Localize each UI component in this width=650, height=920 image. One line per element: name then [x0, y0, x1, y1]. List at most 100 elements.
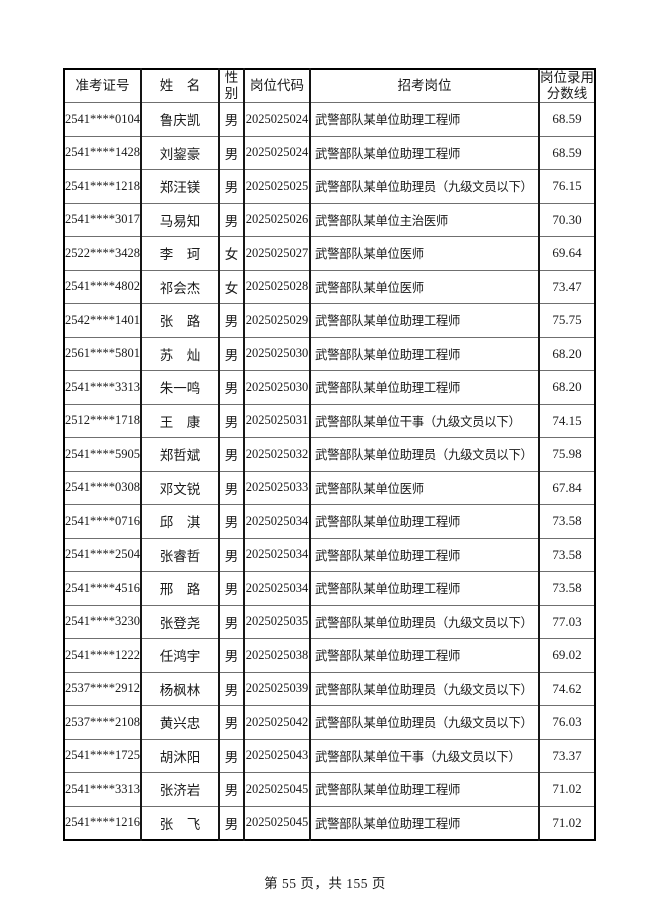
- table-row: 2541****3313 朱一鸣男 2025025030 武警部队某单位助理工程师 68…: [64, 370, 595, 404]
- cell-job-title: 武警部队某单位助理员（九级文员以下）: [309, 705, 539, 739]
- cell-job-code: 2025025030: [243, 370, 310, 404]
- table-row: 2541****0716 邱 淇男 2025025034 武警部队某单位助理工程师 73…: [64, 504, 595, 538]
- cell-job-code: 2025025035: [243, 604, 310, 639]
- cell-gender: 男: [218, 571, 244, 605]
- cell-name: 祁会杰: [140, 269, 219, 304]
- cell-job-title: 武警部队某单位助理工程师: [309, 805, 539, 840]
- table-row: 2541****3313 张济岩男 2025025045 武警部队某单位助理工程师 71…: [64, 772, 595, 806]
- cell-job-code: 2025025042: [243, 705, 310, 739]
- cell-score: 75.75: [538, 303, 595, 337]
- cell-score: 67.84: [538, 470, 595, 505]
- cell-job-code: 2025025045: [243, 772, 310, 806]
- cell-score: 76.03: [538, 705, 595, 739]
- cell-name: 马易知: [140, 202, 219, 237]
- cell-gender: 女: [218, 236, 244, 270]
- cell-job-title: 武警部队某单位主治医师: [309, 202, 539, 237]
- cell-name: 张睿哲: [140, 537, 219, 572]
- cell-job-title: 武警部队某单位医师: [309, 236, 539, 270]
- cell-gender: 男: [218, 805, 244, 840]
- cell-gender: 男: [218, 638, 244, 672]
- cell-exam-no: 2541****2504: [64, 537, 141, 572]
- cell-job-title: 武警部队某单位干事（九级文员以下）: [309, 738, 539, 773]
- cell-score: 69.64: [538, 236, 595, 270]
- cell-exam-no: 2537****2912: [64, 671, 141, 706]
- cell-job-title: 武警部队某单位助理工程师: [309, 537, 539, 572]
- col-header-job-title: 招考岗位: [309, 68, 539, 103]
- table-row: 2541****4802 祁会杰女 2025025028 武警部队某单位医师 73.47: [64, 269, 595, 304]
- cell-score: 76.15: [538, 169, 595, 203]
- cell-job-code: 2025025034: [243, 504, 310, 538]
- cell-score: 77.03: [538, 604, 595, 639]
- cell-job-title: 武警部队某单位助理员（九级文员以下）: [309, 671, 539, 706]
- cell-job-title: 武警部队某单位助理员（九级文员以下）: [309, 169, 539, 203]
- admission-score-table: 准考证号 姓 名 性 别 岗位代码 招考岗位 岗位录用 分数线 2541****…: [63, 68, 596, 841]
- table-row: 2541****1216 张 飞男 2025025045 武警部队某单位助理工程师 71…: [64, 805, 595, 840]
- col-header-gender: 性 别: [218, 68, 244, 103]
- cell-name: 黄兴忠: [140, 705, 219, 739]
- cell-job-code: 2025025039: [243, 671, 310, 706]
- cell-exam-no: 2522****3428: [64, 236, 141, 270]
- cell-job-code: 2025025027: [243, 236, 310, 270]
- cell-name: 朱一鸣: [140, 370, 219, 404]
- cell-name: 李 珂: [140, 236, 219, 270]
- cell-exam-no: 2541****3313: [64, 370, 141, 404]
- cell-job-title: 武警部队某单位助理员（九级文员以下）: [309, 437, 539, 471]
- col-header-name: 姓 名: [140, 68, 219, 103]
- cell-job-title: 武警部队某单位助理工程师: [309, 638, 539, 672]
- cell-job-title: 武警部队某单位医师: [309, 470, 539, 505]
- table-row: 2541****1222 任鸿宇男 2025025038 武警部队某单位助理工程师 69…: [64, 638, 595, 672]
- cell-score: 73.37: [538, 738, 595, 773]
- cell-name: 郑汪镁: [140, 169, 219, 203]
- cell-name: 刘鋆豪: [140, 135, 219, 170]
- cell-job-title: 武警部队某单位干事（九级文员以下）: [309, 403, 539, 438]
- cell-gender: 男: [218, 470, 244, 505]
- cell-gender: 男: [218, 135, 244, 170]
- cell-gender: 男: [218, 537, 244, 572]
- col-header-score: 岗位录用 分数线: [538, 68, 595, 103]
- cell-name: 张 路: [140, 303, 219, 337]
- cell-job-code: 2025025025: [243, 169, 310, 203]
- cell-job-title: 武警部队某单位助理员（九级文员以下）: [309, 604, 539, 639]
- table-row: 2541****4516 邢 路男 2025025034 武警部队某单位助理工程师 73…: [64, 571, 595, 605]
- table-row: 2541****0104 鲁庆凯男 2025025024 武警部队某单位助理工程师 68…: [64, 102, 595, 136]
- cell-name: 张济岩: [140, 772, 219, 806]
- table-row: 2541****3017 马易知男 2025025026 武警部队某单位主治医师 70.…: [64, 202, 595, 237]
- cell-gender: 男: [218, 738, 244, 773]
- table-row: 2512****1718 王 康男 2025025031 武警部队某单位干事（九级文员…: [64, 403, 595, 438]
- cell-exam-no: 2541****1428: [64, 135, 141, 170]
- cell-score: 68.59: [538, 135, 595, 170]
- cell-score: 68.20: [538, 370, 595, 404]
- table-row: 2537****2912 杨枫林男 2025025039 武警部队某单位助理员（九级文…: [64, 671, 595, 706]
- cell-job-code: 2025025030: [243, 336, 310, 371]
- cell-job-title: 武警部队某单位助理工程师: [309, 370, 539, 404]
- cell-job-code: 2025025034: [243, 571, 310, 605]
- cell-name: 胡沐阳: [140, 738, 219, 773]
- table-row: 2522****3428 李 珂女 2025025027 武警部队某单位医师 69.64: [64, 236, 595, 270]
- cell-exam-no: 2541****1222: [64, 638, 141, 672]
- table-row: 2541****2504 张睿哲男 2025025034 武警部队某单位助理工程师 73…: [64, 537, 595, 572]
- cell-score: 74.15: [538, 403, 595, 438]
- cell-name: 邢 路: [140, 571, 219, 605]
- cell-exam-no: 2537****2108: [64, 705, 141, 739]
- cell-gender: 男: [218, 102, 244, 136]
- cell-job-code: 2025025034: [243, 537, 310, 572]
- cell-name: 任鸿宇: [140, 638, 219, 672]
- cell-score: 73.58: [538, 571, 595, 605]
- cell-score: 73.58: [538, 537, 595, 572]
- cell-name: 王 康: [140, 403, 219, 438]
- cell-gender: 男: [218, 671, 244, 706]
- cell-gender: 男: [218, 772, 244, 806]
- cell-score: 68.20: [538, 336, 595, 371]
- cell-job-code: 2025025029: [243, 303, 310, 337]
- table-row: 2537****2108 黄兴忠男 2025025042 武警部队某单位助理员（九级文…: [64, 705, 595, 739]
- table-row: 2541****1428 刘鋆豪男 2025025024 武警部队某单位助理工程师 68…: [64, 135, 595, 170]
- table-row: 2541****3230 张登尧男 2025025035 武警部队某单位助理员（九级文…: [64, 604, 595, 639]
- cell-gender: 男: [218, 169, 244, 203]
- cell-exam-no: 2541****1725: [64, 738, 141, 773]
- cell-gender: 男: [218, 604, 244, 639]
- cell-name: 张 飞: [140, 805, 219, 840]
- cell-job-title: 武警部队某单位助理工程师: [309, 303, 539, 337]
- cell-name: 邓文锐: [140, 470, 219, 505]
- cell-gender: 男: [218, 202, 244, 237]
- table-row: 2561****5801 苏 灿男 2025025030 武警部队某单位助理工程师 68…: [64, 336, 595, 371]
